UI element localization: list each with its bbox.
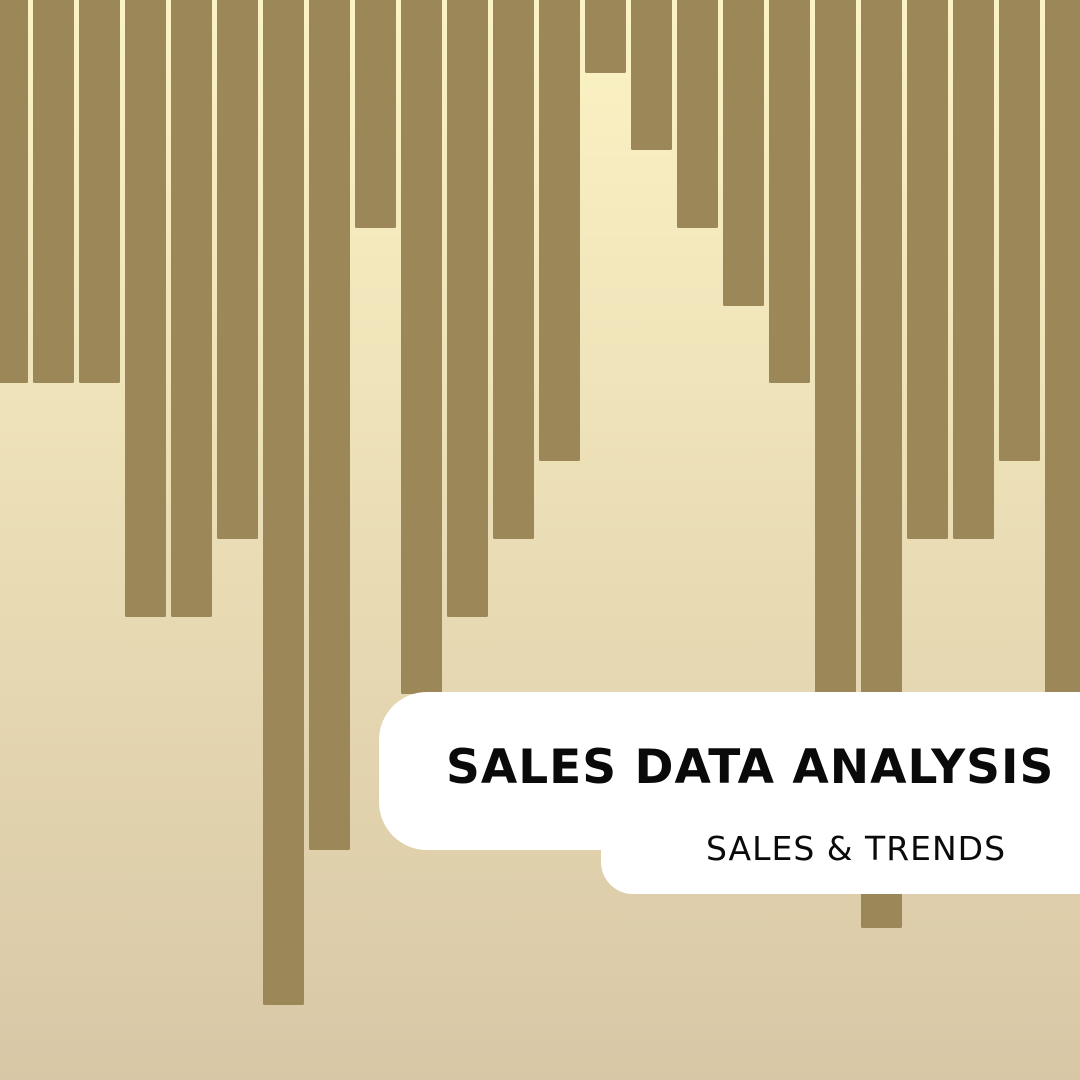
bar-4 (125, 0, 166, 617)
bar-16 (677, 0, 718, 228)
bar-21 (907, 0, 948, 539)
bar-10 (401, 0, 442, 694)
bar-7 (263, 0, 304, 1005)
bar-17 (723, 0, 764, 306)
bar-19 (815, 0, 856, 694)
bar-18 (769, 0, 810, 383)
bar-24 (1045, 0, 1080, 694)
bar-23 (999, 0, 1040, 461)
bar-5 (171, 0, 212, 617)
bar-group (0, 0, 1080, 1005)
bar-8 (309, 0, 350, 850)
page-title: SALES DATA ANALYSIS (446, 740, 1055, 795)
bar-6 (217, 0, 258, 539)
bar-12 (493, 0, 534, 539)
bar-2 (33, 0, 74, 383)
bar-13 (539, 0, 580, 461)
bar-3 (79, 0, 120, 383)
bar-11 (447, 0, 488, 617)
page-subtitle: SALES & TRENDS (706, 829, 1007, 868)
bar-14 (585, 0, 626, 73)
bar-1 (0, 0, 28, 383)
bar-15 (631, 0, 672, 150)
bar-9 (355, 0, 396, 228)
bar-22 (953, 0, 994, 539)
subtitle-card (601, 800, 1080, 894)
